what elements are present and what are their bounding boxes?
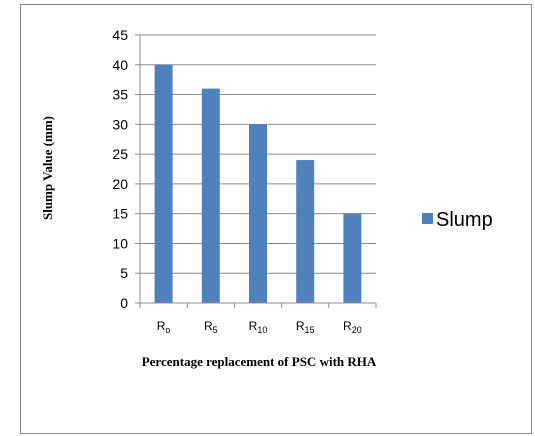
y-tick-label: 40 <box>112 57 128 73</box>
x-tick-label: R5 <box>204 319 218 335</box>
x-tick-labels: Ro R5 R10 R15 R20 <box>157 319 362 335</box>
x-tick-label: R10 <box>249 319 268 335</box>
bar-slump-2 <box>249 124 267 303</box>
legend-label-slump: Slump <box>436 209 493 231</box>
axes <box>135 34 377 308</box>
y-tick-label: 10 <box>112 235 128 251</box>
bar-slump-0 <box>154 64 173 304</box>
x-tick-label-subscript: 15 <box>305 325 315 335</box>
legend-swatch-slump <box>422 213 433 224</box>
y-axis-title: Slump Value (mm) <box>40 116 55 220</box>
x-tick-label: Ro <box>157 319 171 335</box>
bar-slump-4 <box>343 213 362 303</box>
x-tick-label-base: R <box>296 319 305 333</box>
y-tick-label: 5 <box>120 265 128 281</box>
chart-frame <box>20 4 532 434</box>
x-tick-label-subscript: 5 <box>213 325 218 335</box>
y-tick-label: 35 <box>112 87 128 103</box>
bars <box>154 64 362 304</box>
y-tick-label: 25 <box>112 146 128 162</box>
x-axis-title: Percentage replacement of PSC with RHA <box>142 354 377 369</box>
y-tick-label: 20 <box>112 176 128 192</box>
bar-slump-3 <box>296 160 315 303</box>
x-tick-label-base: R <box>249 319 258 333</box>
x-tick-label: R15 <box>296 319 315 335</box>
x-tick-label-subscript: o <box>165 325 170 335</box>
y-tick-label: 45 <box>112 27 128 43</box>
y-tick-label: 15 <box>112 206 128 222</box>
bar-slump-1 <box>201 88 220 303</box>
x-tick-label-base: R <box>343 319 352 333</box>
x-tick-label-subscript: 10 <box>257 325 267 335</box>
y-tick-labels: 0 5 10 15 20 25 30 35 40 45 <box>112 27 128 311</box>
y-tick-label: 0 <box>120 295 128 311</box>
x-tick-label-subscript: 20 <box>352 325 362 335</box>
x-tick-label-base: R <box>204 319 213 333</box>
x-tick-label: R20 <box>343 319 362 335</box>
x-tick-label-base: R <box>157 319 166 333</box>
legend: Slump <box>422 209 493 231</box>
y-tick-label: 30 <box>112 116 128 132</box>
